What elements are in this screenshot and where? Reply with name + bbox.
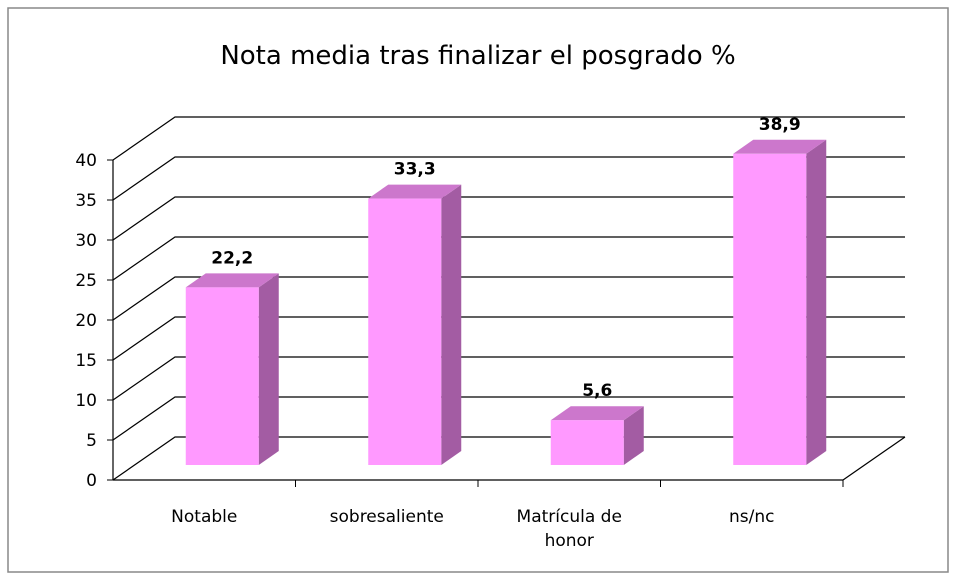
- bar: [368, 198, 442, 465]
- y-tick-label: 25: [75, 271, 97, 291]
- y-tick-label: 5: [86, 431, 97, 451]
- bar-side: [441, 184, 462, 465]
- bar-top: [368, 184, 462, 199]
- grid-line: [112, 156, 905, 201]
- bar-top: [185, 273, 279, 288]
- x-tick-label: Matrícula de honor: [516, 507, 622, 551]
- grid-line: [112, 196, 905, 241]
- bar-side: [623, 406, 644, 465]
- grid-line: [112, 356, 905, 401]
- bar: [550, 420, 624, 465]
- bar-side: [806, 139, 827, 466]
- x-tick-label: sobresaliente: [329, 507, 444, 527]
- grid-line: [112, 116, 905, 161]
- y-tick-label: 30: [75, 231, 97, 251]
- x-tick-label: ns/nc: [729, 507, 775, 527]
- grid-line: [112, 396, 905, 441]
- bar-side: [258, 273, 279, 465]
- grid-line: [112, 316, 905, 361]
- chart-title: Nota media tras finalizar el posgrado %: [220, 41, 735, 71]
- grid-line: [112, 236, 905, 281]
- y-tick-label: 10: [75, 391, 97, 411]
- value-label: 38,9: [759, 115, 801, 135]
- bar: [733, 153, 807, 466]
- y-tick-label: 0: [86, 471, 97, 491]
- y-tick-label: 40: [75, 151, 97, 171]
- bar: [185, 287, 259, 465]
- value-label: 5,6: [582, 381, 612, 401]
- bar-top: [733, 139, 827, 154]
- grid-line: [112, 276, 905, 321]
- y-tick-label: 15: [75, 351, 97, 371]
- x-tick-label: Notable: [171, 507, 238, 527]
- y-tick-label: 35: [75, 191, 97, 211]
- grid-line: [112, 436, 905, 481]
- value-label: 22,2: [211, 248, 253, 268]
- y-tick-label: 20: [75, 311, 97, 331]
- value-label: 33,3: [394, 160, 436, 180]
- bar-top: [550, 406, 644, 421]
